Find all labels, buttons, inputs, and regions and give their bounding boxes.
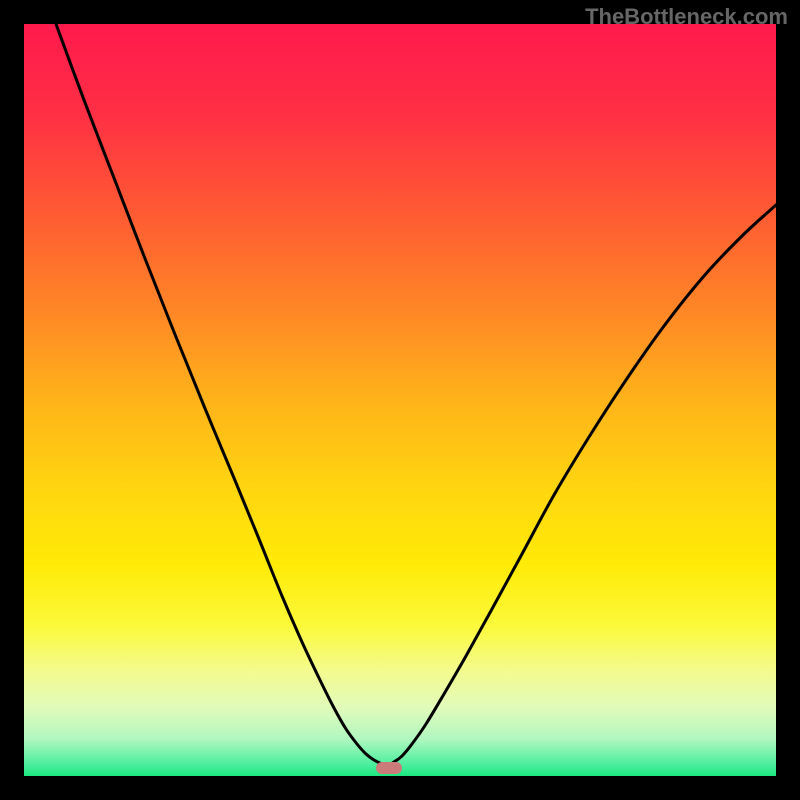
optimal-marker xyxy=(376,762,402,774)
chart-svg xyxy=(24,24,776,776)
plot-area xyxy=(24,24,776,776)
gradient-background xyxy=(24,24,776,776)
chart-frame: TheBottleneck.com xyxy=(0,0,800,800)
watermark-text: TheBottleneck.com xyxy=(585,4,788,30)
